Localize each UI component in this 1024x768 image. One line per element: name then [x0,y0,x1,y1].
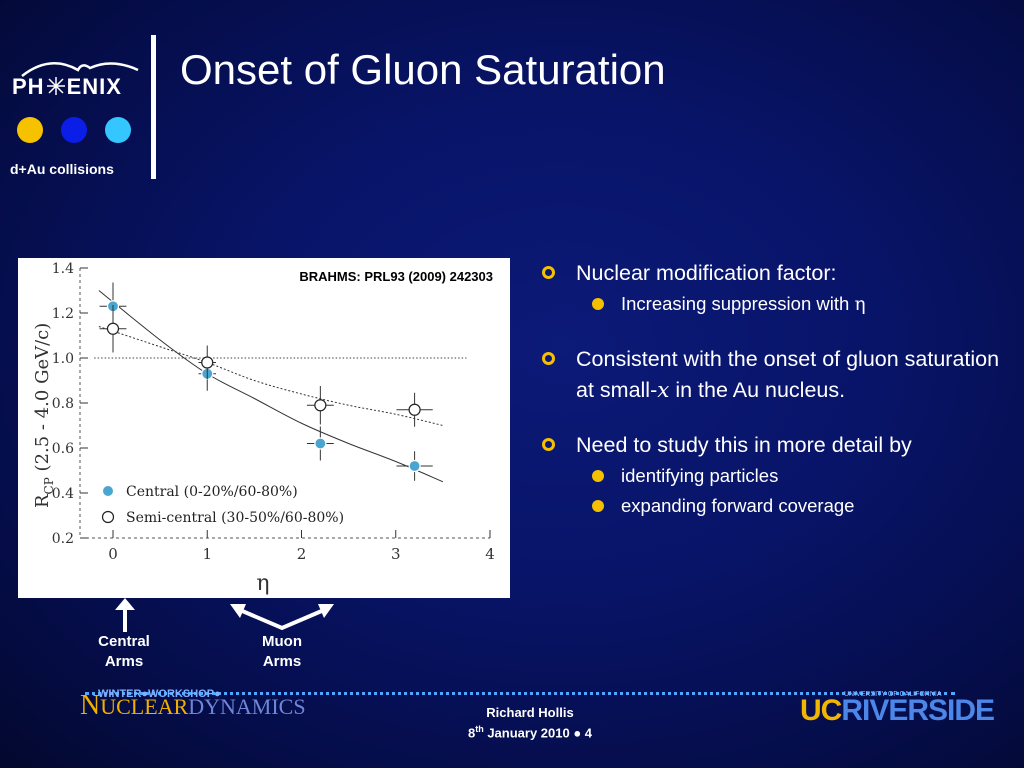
cyan-dot [105,117,131,143]
y-tick-label: 1.4 [52,261,74,277]
nd-n: N [80,690,101,721]
winter-workshop-label: WINTER●WORKSHOP● [98,688,221,700]
svg-text:RCP (2.5 - 4.0 GeV/c): RCP (2.5 - 4.0 GeV/c) [32,323,56,508]
central-line2: Arms [104,653,144,670]
bullet-2-text-post: in the Au nucleus. [669,378,846,402]
bullet-ring-icon [542,266,555,279]
x-symbol: x [657,378,670,403]
footer-author: Richard Hollis [486,705,574,720]
data-point-semicentral [314,399,327,412]
sub-bullet-3-1: identifying particles [540,461,1000,491]
ylabel-sub: CP [42,477,56,494]
bullet-dot-icon [592,470,604,482]
nuclear-dynamics-logo: NUCLEARDYNAMICS [80,690,306,722]
page-title: Onset of Gluon Saturation [180,46,666,93]
footer-date-sup: th [475,724,484,734]
bullet-dot-icon [592,500,604,512]
ylabel-main: R [32,494,53,508]
sub-bullet-1-1-text: Increasing suppression with [621,293,855,314]
data-point-semicentral [106,322,120,335]
ucr-riverside: RIVERSIDE [841,694,995,727]
ucr-logo: UCRIVERSIDE UNIVERSITY OF CALIFORNIA [800,691,995,728]
data-point-semicentral [201,356,214,369]
up-arrow-icon [115,598,135,632]
y-tick-label: 1.0 [52,351,74,367]
bullet-3: Need to study this in more detail by [540,430,1000,461]
y-tick-label: 0.2 [52,531,74,547]
legend-marker-central [102,485,114,497]
muon-line2: Arms [262,653,302,670]
legend-marker-semicentral [101,510,115,524]
bullet-ring-icon [542,438,555,451]
logo-dots [17,117,131,143]
detector-arrows [115,598,334,632]
bullet-2: Consistent with the onset of gluon satur… [540,344,1000,406]
data-point-central [314,437,327,450]
sub-bullet-3-2: expanding forward coverage [540,491,1000,521]
ucr-university-label: UNIVERSITY OF CALIFORNIA [844,691,942,698]
footer-date-day: 8 [467,725,476,741]
x-axis-label: η [256,571,269,596]
y-tick-label: 1.2 [52,306,74,322]
data-point-central [408,459,421,473]
logo-enix: ENIX [66,74,122,99]
legend-label: Central (0-20%/60-80%) [126,484,298,500]
y-tick-label: 0.4 [52,486,74,502]
phenix-logo: PH ENIX d+Au collisions [0,0,150,190]
bullet-3-text: Need to study this in more detail by [576,433,912,457]
ylabel-rest: (2.5 - 4.0 GeV/c) [32,323,53,477]
eta-symbol: η [854,294,866,315]
split-arrow-icon [230,604,334,631]
bullet-1-text: Nuclear modification factor: [576,261,837,285]
phenix-star-icon [46,77,65,95]
x-tick-label: 0 [108,545,118,563]
fit-curve-central [98,290,444,483]
bullet-ring-icon [542,352,555,365]
logo-ph: PH [12,74,45,99]
bullet-list: Nuclear modification factor: Increasing … [540,258,1000,521]
data-point-semicentral [408,403,421,416]
x-tick-label: 3 [391,545,401,563]
fit-curve-semicentral [98,326,443,426]
phenix-wordmark: PH ENIX [12,74,122,100]
blue-dot [61,117,87,143]
footer-date-rest: January 2010 ● 4 [483,725,593,741]
central-arms-label: Central Arms [84,632,164,672]
nd-dynamics: DYNAMICS [188,694,306,719]
chart-figure: 0.2 0.4 0.6 0.8 1.0 1.2 1.4 0 1 2 3 4 Central (0-20… [18,258,510,598]
legend-label: Semi-central (30-50%/60-80%) [126,510,344,526]
bullet-dot-icon [592,298,604,310]
sub-bullet-3-1-text: identifying particles [621,465,779,486]
footer-date: 8th January 2010 ● 4 [380,721,680,741]
phenix-wing-icon [21,62,139,77]
x-tick-label: 1 [202,545,212,563]
y-tick-label: 0.6 [52,441,74,457]
muon-line1: Muon [262,633,302,650]
logo-subtitle: d+Au collisions [10,161,114,177]
central-line1: Central [98,633,150,650]
bullet-1: Nuclear modification factor: [540,258,1000,289]
x-tick-label: 2 [297,545,307,563]
title-divider [151,35,156,179]
chart-citation: BRAHMS: PRL93 (2009) 242303 [299,269,493,284]
sub-bullet-3-2-text: expanding forward coverage [621,495,855,516]
footer-text: Richard Hollis 8th January 2010 ● 4 [380,704,680,741]
rcp-chart: 0.2 0.4 0.6 0.8 1.0 1.2 1.4 0 1 2 3 4 Central (0-20… [32,261,495,596]
y-axis-label: RCP (2.5 - 4.0 GeV/c) [32,323,56,508]
bullet-2-text-pre: Consistent with the onset of gluon satur… [576,347,1000,402]
sub-bullet-1-1: Increasing suppression with η [540,289,1000,320]
nd-nuclear: UCLEAR [100,694,189,719]
ucr-uc: UC [800,694,842,727]
x-tick-label: 4 [485,545,495,563]
muon-arms-label: Muon Arms [242,632,322,672]
footer-divider [85,692,955,695]
y-tick-label: 0.8 [52,396,74,412]
yellow-dot [17,117,43,143]
